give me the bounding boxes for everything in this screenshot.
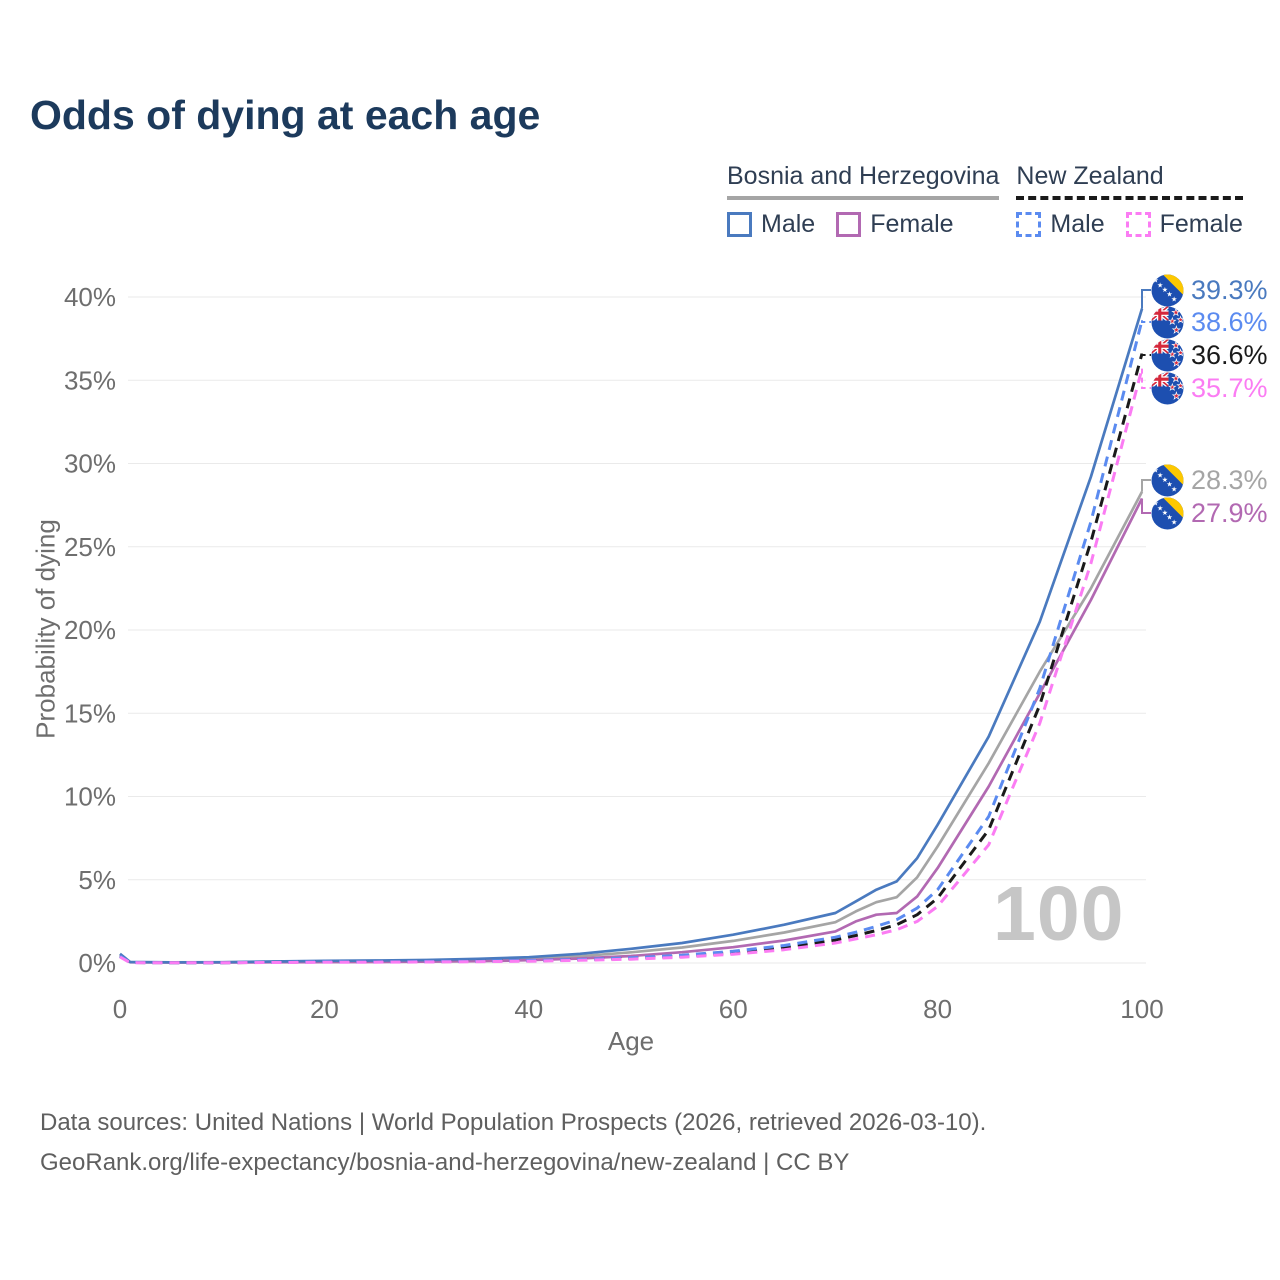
svg-text:★: ★ <box>1152 498 1158 507</box>
series-line-nz-both <box>119 353 1144 965</box>
y-axis-title: Probability of dying <box>30 519 61 739</box>
y-tick-label: 25% <box>64 532 116 562</box>
svg-text:★: ★ <box>1162 507 1168 516</box>
svg-text:★: ★ <box>1168 349 1175 358</box>
legend-item-label: Male <box>761 210 816 238</box>
svg-text:★: ★ <box>1177 381 1184 390</box>
svg-text:★: ★ <box>1162 474 1168 483</box>
legend-item-label: Female <box>1159 210 1243 238</box>
x-tick-label: 20 <box>310 994 339 1024</box>
series-line-nz-female <box>119 368 1144 965</box>
y-tick-label: 5% <box>78 865 116 895</box>
age-watermark: 100 <box>993 871 1125 957</box>
legend-item-bosnia-and-herzegovina-male: Male <box>727 210 815 239</box>
leader-line-ba-female <box>1141 498 1151 514</box>
series-line-ba-both <box>119 491 1144 964</box>
svg-text:★: ★ <box>1168 382 1175 391</box>
legend-group-new-zealand: New Zealand Male Female <box>1016 162 1243 239</box>
footer-data-sources: Data sources: United Nations | World Pop… <box>40 1109 987 1136</box>
end-label-nz-male: ★ ★ ★ ★ 38.6% <box>1151 305 1268 339</box>
end-label-nz-female: ★ ★ ★ ★ 35.7% <box>1151 371 1268 405</box>
legend-item-new-zealand-female: Female <box>1125 210 1243 239</box>
y-tick-label: 15% <box>64 698 116 728</box>
svg-text:★: ★ <box>1157 470 1163 479</box>
legend-country-label-bosnia-and-herzegovina: Bosnia and Herzegovina <box>727 162 1000 200</box>
y-tick-label: 35% <box>64 365 116 395</box>
legend-item-label: Female <box>870 210 954 238</box>
series-line-nz-male <box>119 319 1144 965</box>
svg-text:★: ★ <box>1166 289 1172 298</box>
svg-text:★: ★ <box>1172 358 1180 368</box>
svg-text:★: ★ <box>1152 275 1158 284</box>
svg-text:★: ★ <box>1157 503 1163 512</box>
svg-text:★: ★ <box>1177 315 1184 324</box>
end-label-value: 38.6% <box>1191 306 1268 337</box>
new-zealand-flag-icon: ★★★★ <box>1151 339 1184 371</box>
leader-line-ba-male <box>1141 289 1151 309</box>
legend-swatch-icon <box>1125 212 1151 237</box>
series-line-ba-male <box>119 308 1144 964</box>
legend-swatch-icon <box>1016 212 1042 237</box>
svg-text:★: ★ <box>1172 373 1180 383</box>
footer-attribution: GeoRank.org/life-expectancy/bosnia-and-h… <box>40 1149 850 1176</box>
legend-item-new-zealand-male: Male <box>1016 210 1105 239</box>
leader-line-nz-male <box>1141 320 1151 323</box>
leader-line-nz-female <box>1141 368 1151 389</box>
svg-text:★: ★ <box>1157 280 1163 289</box>
end-label-value: 36.6% <box>1191 339 1268 370</box>
svg-text:★: ★ <box>1172 340 1180 350</box>
new-zealand-flag-icon: ★★★★ <box>1151 372 1184 404</box>
y-tick-label: 0% <box>78 948 116 978</box>
leader-line-nz-both <box>1141 353 1151 356</box>
legend-item-label: Male <box>1050 210 1105 238</box>
end-label-ba-male: ★ ★ ★ ★ ★ 39.3% <box>1151 273 1268 307</box>
bosnia-herzegovina-flag-icon: ★★★★★ <box>1151 274 1184 306</box>
svg-text:★: ★ <box>1168 316 1175 325</box>
new-zealand-flag-icon: ★★★★ <box>1151 306 1184 338</box>
end-label-value: 28.3% <box>1191 464 1268 495</box>
end-label-ba-female: ★ ★ ★ ★ ★ 27.9% <box>1151 496 1268 530</box>
series-line-ba-female <box>119 497 1144 964</box>
svg-text:★: ★ <box>1171 294 1177 303</box>
end-label-value: 39.3% <box>1191 274 1268 305</box>
x-tick-label: 60 <box>719 994 748 1024</box>
end-label-ba-both: ★ ★ ★ ★ ★ 28.3% <box>1151 463 1268 497</box>
legend-country-label-new-zealand: New Zealand <box>1016 162 1243 200</box>
legend-item-bosnia-and-herzegovina-female: Female <box>836 210 954 239</box>
x-tick-label: 100 <box>1120 994 1163 1024</box>
bosnia-herzegovina-flag-icon: ★★★★★ <box>1151 464 1184 496</box>
legend-swatch-icon <box>727 212 752 237</box>
leader-line-ba-both <box>1141 479 1151 492</box>
x-tick-label: 40 <box>514 994 543 1024</box>
bosnia-herzegovina-flag-icon: ★★★★★ <box>1151 497 1184 529</box>
svg-text:★: ★ <box>1171 484 1177 493</box>
svg-text:★: ★ <box>1171 517 1177 526</box>
y-tick-label: 40% <box>64 282 116 312</box>
legend-group-bosnia-and-herzegovina: Bosnia and Herzegovina Male Female <box>727 162 1000 239</box>
svg-text:★: ★ <box>1172 307 1180 317</box>
legend-row: Male Female <box>1016 210 1243 239</box>
y-tick-label: 20% <box>64 615 116 645</box>
svg-text:★: ★ <box>1172 325 1180 335</box>
svg-text:★: ★ <box>1177 348 1184 357</box>
y-tick-label: 10% <box>64 782 116 812</box>
end-label-value: 35.7% <box>1191 372 1268 403</box>
y-tick-label: 30% <box>64 449 116 479</box>
svg-text:★: ★ <box>1162 284 1168 293</box>
legend-swatch-icon <box>836 212 862 237</box>
x-tick-label: 80 <box>923 994 952 1024</box>
end-label-nz-both: ★ ★ ★ ★ 36.6% <box>1151 338 1268 372</box>
svg-text:★: ★ <box>1152 465 1158 474</box>
end-label-value: 27.9% <box>1191 497 1268 528</box>
chart-title: Odds of dying at each age <box>30 92 541 138</box>
x-tick-label: 0 <box>113 994 127 1024</box>
svg-text:★: ★ <box>1166 479 1172 488</box>
legend: Bosnia and Herzegovina Male Female New Zeal… <box>727 162 1243 239</box>
x-axis-title: Age <box>607 1026 655 1056</box>
legend-row: Male Female <box>727 210 999 239</box>
svg-text:★: ★ <box>1172 391 1180 401</box>
svg-text:★: ★ <box>1166 512 1172 521</box>
